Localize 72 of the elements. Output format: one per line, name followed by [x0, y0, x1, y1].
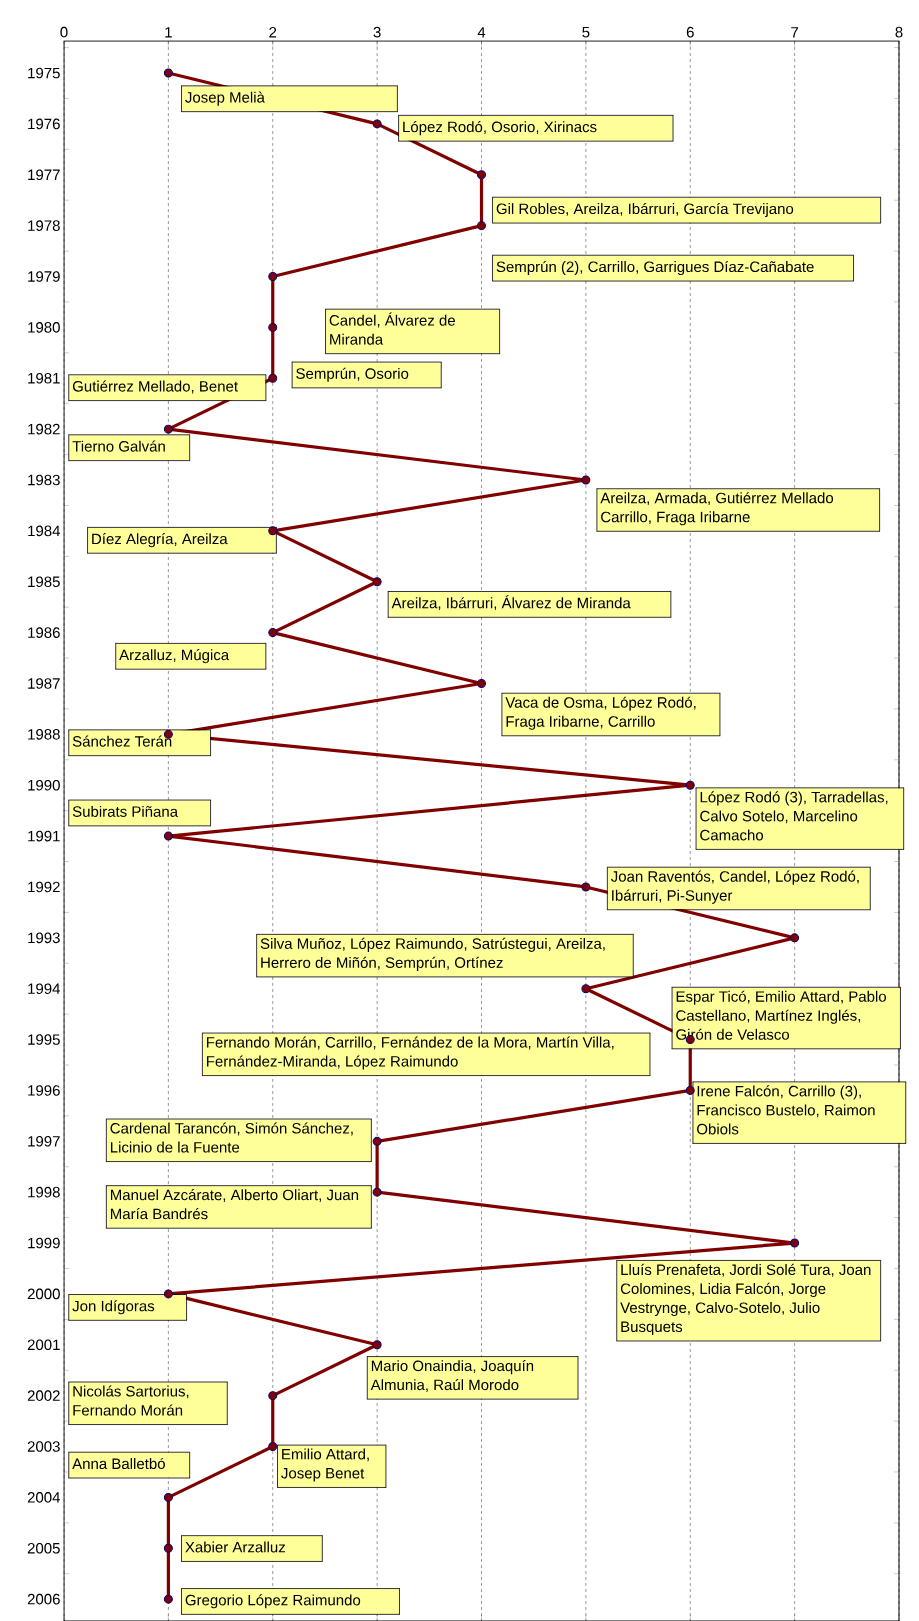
y-tick-label: 2000: [27, 1288, 60, 1300]
point: [163, 1492, 173, 1502]
point: [268, 272, 278, 282]
point: [163, 1594, 173, 1604]
point: [163, 831, 173, 841]
y-tick-label: 2005: [27, 1542, 60, 1554]
y-tick-label: 1978: [28, 220, 60, 231]
point: [477, 221, 486, 231]
y-tick-label: 1979: [28, 271, 60, 282]
annotation: López Rodó (3), Tarradellas, Calvo Sotelo, Marcelino Camacho: [700, 791, 888, 841]
x-tick-label: 4: [477, 27, 486, 38]
x-tick-label: 3: [373, 26, 381, 38]
point: [372, 1340, 382, 1350]
y-tick-label: 1994: [28, 983, 61, 994]
y-tick-label: 2003: [27, 1441, 60, 1452]
point: [268, 628, 278, 638]
point: [372, 577, 382, 587]
annotation: Irene Falcón, Carrillo (3), Francisco Bustelo, Raimon Obiols: [697, 1085, 875, 1135]
x-tick-label: 1: [165, 27, 172, 38]
point: [163, 68, 173, 78]
point: [268, 373, 278, 383]
point: [268, 1391, 278, 1401]
point: [685, 1085, 695, 1095]
y-tick-label: 1984: [28, 525, 61, 537]
annotation: Candel, Álvarez de Miranda: [329, 312, 455, 345]
point: [372, 1136, 382, 1146]
y-tick-label: 2006: [27, 1593, 60, 1605]
y-tick-label: 1986: [28, 627, 60, 638]
y-tick-label: 1997: [28, 1136, 60, 1147]
point: [372, 1187, 382, 1197]
y-tick-label: 1985: [28, 576, 60, 588]
y-tick-label: 2001: [27, 1339, 60, 1351]
y-tick-label: 1999: [28, 1237, 60, 1249]
point: [581, 984, 591, 994]
y-tick-label: 1977: [28, 169, 60, 181]
point: [790, 933, 800, 943]
point: [163, 424, 173, 434]
annotation: López Rodó, Osorio, Xirinacs: [403, 121, 597, 136]
y-tick-label: 1976: [28, 118, 60, 130]
annotation: Josep Melià: [185, 91, 265, 106]
y-tick-label: 1991: [28, 830, 60, 842]
y-tick-label: 1981: [28, 372, 60, 384]
point: [268, 1442, 278, 1452]
y-tick-label: 1990: [28, 779, 60, 791]
x-tick-label: 7: [791, 27, 799, 38]
point: [268, 322, 278, 332]
y-tick-label: 1980: [28, 322, 60, 333]
y-tick-label: 1992: [28, 881, 60, 893]
y-tick-label: 1988: [28, 729, 60, 740]
y-tick-label: 1998: [28, 1186, 60, 1198]
point: [581, 475, 591, 485]
y-tick-label: 1983: [28, 474, 60, 486]
y-tick-label: 1993: [28, 932, 60, 944]
x-tick-label: 2: [269, 26, 277, 38]
y-tick-label: 1987: [28, 678, 60, 689]
x-tick-label: 0: [60, 26, 68, 38]
y-tick-label: 1995: [28, 1034, 60, 1045]
point: [581, 882, 591, 892]
point: [477, 678, 486, 688]
point: [790, 1238, 800, 1248]
point: [685, 780, 695, 790]
y-tick-label: 1982: [28, 423, 60, 435]
x-tick-label: 8: [895, 26, 903, 38]
x-tick-label: 6: [686, 26, 694, 38]
point: [372, 119, 382, 129]
y-tick-label: 1975: [28, 67, 60, 79]
x-tick-label: 5: [582, 26, 590, 38]
y-tick-label: 1996: [28, 1085, 60, 1096]
point: [477, 170, 486, 180]
y-tick-label: 2004: [27, 1492, 61, 1503]
y-tick-label: 2002: [27, 1390, 60, 1401]
point: [163, 1543, 173, 1553]
